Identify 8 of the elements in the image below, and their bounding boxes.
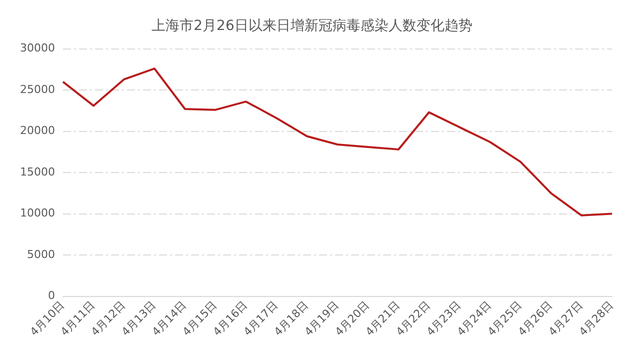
y-tick-label: 15000	[20, 165, 55, 178]
y-tick-label: 5000	[26, 248, 55, 261]
y-tick-label: 25000	[20, 82, 55, 96]
y-tick-label: 20000	[20, 124, 55, 138]
y-tick-label: 10000	[20, 206, 55, 220]
chart-title: 上海市2月26日以来日增新冠病毒感染人数变化趋势	[152, 18, 472, 34]
y-tick-label: 0	[48, 289, 55, 302]
y-tick-label: 30000	[20, 42, 55, 55]
